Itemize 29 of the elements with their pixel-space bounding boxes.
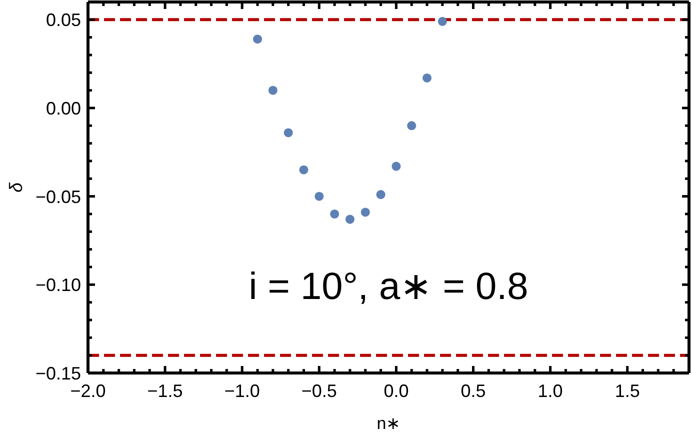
y-tick-label: −0.10 [35,275,81,296]
point [360,208,370,217]
point [376,190,386,200]
x-tick-label: −0.5 [301,381,337,401]
point [438,16,447,26]
point [253,34,262,44]
point [314,192,324,201]
point [284,128,293,138]
y-tick-label: 0.00 [46,98,81,118]
y-axis-title: δ [6,182,26,193]
point [299,165,308,174]
x-tick-label: 0.0 [384,381,409,401]
point [422,73,432,82]
x-axis-title: n∗ [376,414,400,433]
annotation: i = 10°, a∗ = 0.8 [248,266,528,308]
point [392,162,401,171]
x-tick-label: 0.5 [460,381,486,401]
point [268,86,278,95]
y-tick-label: −0.15 [35,363,81,384]
y-tick-label: −0.05 [35,186,81,207]
x-tick-label: −2.0 [70,381,106,401]
point [407,121,416,130]
point [345,214,354,224]
x-tick-label: 1.0 [538,381,563,401]
point [330,209,340,219]
y-tick-label: 0.05 [46,10,81,30]
x-tick-label: 1.5 [614,381,640,401]
x-tick-label: −1.0 [224,381,260,401]
x-tick-label: −1.5 [147,381,183,401]
